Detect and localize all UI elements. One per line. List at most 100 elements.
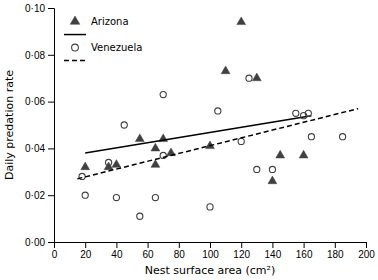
point <box>268 176 277 184</box>
point <box>151 143 160 151</box>
regression-line <box>85 116 311 153</box>
tick-label: 0·04 <box>25 143 45 154</box>
point <box>246 75 252 81</box>
tick: 180 <box>327 242 344 260</box>
tick: 80 <box>174 242 186 260</box>
point <box>137 213 143 219</box>
legend-item: Arizona <box>70 16 128 27</box>
legend-item <box>64 34 86 35</box>
point <box>151 160 160 168</box>
point <box>299 150 308 158</box>
axis-line <box>48 9 55 243</box>
legend-item: Venezuela <box>72 42 143 53</box>
tick-mark <box>48 195 54 196</box>
tick-mark <box>85 242 86 248</box>
chart: 0204060801001201401601802000·000·020·040… <box>0 0 378 280</box>
legend: Arizona Venezuela <box>64 16 142 61</box>
y-axis: 0·00 0·02 0·04 0·06 0·08 0·10 <box>25 3 55 248</box>
legend-label: Arizona <box>91 16 129 27</box>
tick-label: 0·02 <box>25 190 45 201</box>
tick-mark <box>335 242 336 248</box>
point <box>238 138 244 144</box>
tick-mark <box>241 242 242 248</box>
tick: 120 <box>233 242 250 260</box>
point <box>252 73 261 81</box>
point <box>308 134 314 140</box>
point <box>305 110 311 116</box>
tick-mark <box>179 242 180 248</box>
tick: 0 <box>52 242 58 260</box>
tick-label: 140 <box>265 249 282 260</box>
tick: 40 <box>111 242 123 260</box>
tick-label: 0·10 <box>25 3 45 14</box>
tick-label: 60 <box>143 249 155 260</box>
series <box>79 75 346 219</box>
tick: 0·06 <box>25 96 54 107</box>
tick-mark <box>48 55 54 56</box>
tick: 100 <box>202 242 219 260</box>
point <box>81 162 90 170</box>
tick-label: 0·00 <box>25 237 45 248</box>
point <box>340 134 346 140</box>
plot: 0204060801001201401601802000·000·020·040… <box>25 3 375 260</box>
marks <box>77 17 358 219</box>
series <box>81 17 308 184</box>
point <box>293 110 299 116</box>
tick: 0·10 <box>25 3 54 14</box>
tick-mark <box>304 242 305 248</box>
tick-label: 0·06 <box>25 96 45 107</box>
tick: 200 <box>358 242 375 260</box>
tick-mark <box>210 242 211 248</box>
legend-symbol <box>72 44 79 51</box>
tick: 0·02 <box>25 190 54 201</box>
legend-symbol <box>64 60 86 62</box>
point <box>113 194 119 200</box>
tick-mark <box>48 102 54 103</box>
tick-mark <box>148 242 149 248</box>
tick-label: 200 <box>358 249 375 260</box>
tick: 0·08 <box>25 50 54 61</box>
point <box>112 160 121 168</box>
tick-mark <box>366 242 367 248</box>
tick-label: 180 <box>327 249 344 260</box>
regression-line <box>77 109 358 179</box>
tick-label: 0·08 <box>25 50 45 61</box>
point <box>254 166 260 172</box>
point <box>121 122 127 128</box>
tick-label: 80 <box>174 249 186 260</box>
x-axis: 0 20 40 60 80 100 120 140 160 180 200 <box>52 242 376 260</box>
tick-label: 40 <box>111 249 123 260</box>
tick-label: 120 <box>233 249 250 260</box>
tick: 0·00 <box>25 237 54 248</box>
point <box>215 108 221 114</box>
tick-mark <box>48 8 54 9</box>
point <box>276 150 285 158</box>
y-axis-title: Daily predation rate <box>3 70 16 180</box>
tick: 140 <box>265 242 282 260</box>
point <box>160 91 166 97</box>
point <box>135 134 144 142</box>
point <box>269 166 275 172</box>
axis-line <box>55 243 367 249</box>
tick-label: 20 <box>80 249 92 260</box>
point <box>82 192 88 198</box>
tick-mark <box>48 148 54 149</box>
tick-label: 0 <box>52 249 58 260</box>
legend-symbol <box>70 16 80 24</box>
tick: 60 <box>143 242 155 260</box>
tick: 160 <box>296 242 313 260</box>
point <box>152 194 158 200</box>
legend-label: Venezuela <box>91 42 142 53</box>
tick-label: 100 <box>202 249 219 260</box>
tick-mark <box>48 242 54 243</box>
tick-label: 160 <box>296 249 313 260</box>
x-axis-title: Nest surface area (cm²) <box>145 264 275 277</box>
point <box>221 66 230 74</box>
point <box>207 204 213 210</box>
legend-symbol <box>64 34 86 36</box>
point <box>237 17 246 25</box>
tick-mark <box>272 242 273 248</box>
legend-item <box>64 60 86 61</box>
tick-mark <box>116 242 117 248</box>
tick: 0·04 <box>25 143 54 154</box>
